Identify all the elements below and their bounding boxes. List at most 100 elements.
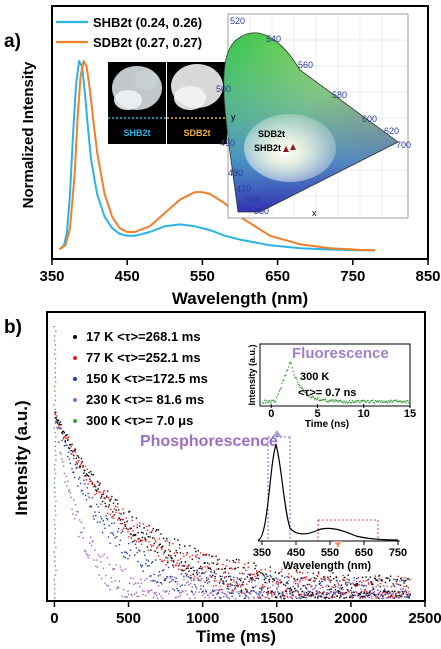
decay-point — [116, 536, 118, 538]
decay-point — [390, 586, 393, 588]
decay-point — [184, 572, 187, 575]
fluor-point — [397, 401, 400, 403]
decay-point — [154, 580, 156, 582]
fluor-point — [291, 367, 293, 369]
fluor-point — [373, 401, 375, 403]
decay-point — [195, 570, 198, 572]
decay-point — [62, 430, 65, 433]
decay-point — [231, 584, 233, 586]
decay-point — [145, 594, 147, 597]
decay-point — [361, 576, 364, 579]
decay-point — [217, 568, 220, 570]
decay-point — [364, 589, 366, 591]
fluor-point — [287, 366, 290, 368]
decay-point — [178, 563, 181, 565]
decay-point — [110, 532, 112, 534]
decay-point — [224, 570, 227, 573]
decay-point — [299, 595, 301, 597]
decay-point — [389, 595, 392, 597]
fluor-point — [289, 361, 292, 364]
decay-point — [286, 595, 288, 598]
decay-point — [300, 596, 303, 598]
decay-point — [166, 537, 168, 540]
decay-point — [373, 577, 376, 579]
decay-point — [296, 572, 299, 574]
fluor-point — [267, 401, 269, 403]
decay-point — [401, 593, 404, 596]
decay-point — [214, 577, 216, 580]
decay-point — [362, 595, 365, 598]
decay-point — [273, 579, 276, 582]
decay-point — [383, 588, 386, 590]
decay-point — [384, 590, 387, 592]
decay-point — [389, 579, 391, 582]
decay-point — [63, 472, 66, 475]
decay-point — [75, 514, 77, 516]
fluor-point — [400, 401, 403, 403]
decay-point — [304, 594, 306, 597]
decay-point — [206, 565, 209, 568]
decay-point — [283, 576, 286, 579]
fluor-point — [383, 401, 385, 403]
fluor-point — [330, 399, 332, 401]
fluor-point — [398, 400, 401, 402]
decay-point — [201, 590, 204, 593]
decay-point — [54, 597, 56, 599]
fluor-xtick-label: 15 — [404, 408, 416, 420]
decay-point — [54, 395, 57, 397]
fluor-point — [404, 400, 406, 403]
decay-point — [342, 593, 344, 596]
decay-point — [374, 577, 376, 580]
decay-point — [179, 594, 182, 597]
decay-point — [267, 594, 269, 596]
decay-point — [139, 539, 142, 541]
decay-point — [284, 590, 287, 592]
decay-point — [232, 590, 234, 593]
panel-a-xlabel: Wavelength (nm) — [172, 289, 308, 308]
decay-point — [109, 500, 111, 502]
decay-point — [239, 583, 241, 586]
fluor-point — [286, 370, 288, 372]
decay-point — [156, 528, 158, 531]
decay-point — [211, 594, 214, 596]
decay-point — [101, 518, 103, 520]
fluor-point — [386, 402, 389, 404]
decay-point — [92, 540, 94, 542]
fluor-point — [349, 401, 352, 404]
decay-point — [189, 577, 192, 580]
decay-point — [318, 590, 321, 593]
decay-point — [249, 574, 251, 577]
decay-point — [299, 571, 301, 573]
decay-point — [239, 578, 241, 580]
series-sdb2t-line — [58, 60, 376, 252]
decay-point — [106, 517, 108, 520]
decay-point — [66, 444, 68, 447]
decay-point — [285, 588, 288, 590]
decay-point — [221, 575, 223, 578]
decay-point — [79, 482, 82, 485]
decay-point — [392, 583, 394, 585]
decay-point — [54, 496, 56, 498]
decay-point — [98, 491, 100, 493]
fluor-point — [391, 401, 393, 404]
decay-point — [249, 578, 251, 580]
decay-point — [101, 500, 104, 503]
decay-point — [242, 584, 244, 586]
decay-point — [112, 534, 115, 536]
decay-point — [261, 595, 264, 597]
decay-point — [184, 590, 187, 592]
decay-point — [120, 532, 122, 534]
decay-point — [188, 584, 190, 586]
fluor-point — [285, 374, 287, 376]
decay-point — [183, 565, 185, 567]
decay-point — [347, 574, 349, 576]
decay-point — [205, 554, 207, 557]
decay-point — [54, 367, 56, 369]
decay-point — [158, 544, 160, 546]
decay-point — [314, 596, 316, 599]
decay-point — [143, 527, 145, 529]
decay-point — [403, 591, 405, 593]
decay-point — [142, 523, 144, 525]
decay-point — [362, 592, 365, 595]
decay-point — [90, 480, 93, 482]
